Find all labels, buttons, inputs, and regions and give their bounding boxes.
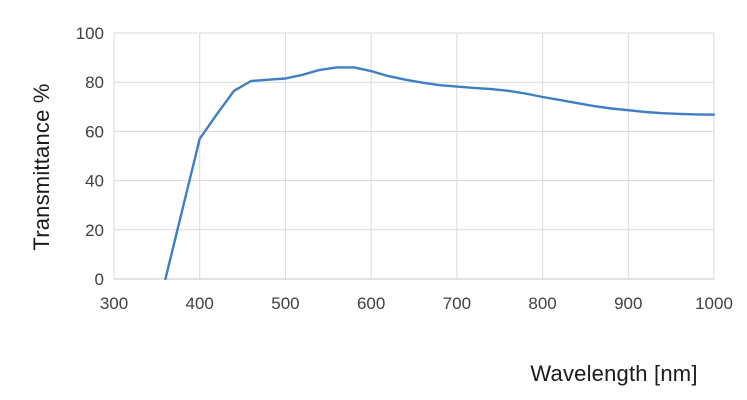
svg-text:700: 700 (443, 294, 471, 313)
svg-text:40: 40 (85, 172, 104, 191)
gridlines (114, 32, 714, 279)
svg-text:1000: 1000 (695, 294, 733, 313)
svg-text:600: 600 (357, 294, 385, 313)
svg-text:100: 100 (76, 24, 104, 43)
transmittance-line (164, 66, 716, 281)
x-axis-title: Wavelength [nm] (530, 361, 698, 386)
svg-text:500: 500 (271, 294, 299, 313)
svg-text:80: 80 (85, 73, 104, 92)
y-axis-tick-labels: 0 20 40 60 80 100 (76, 24, 104, 289)
plot-border (113, 32, 715, 280)
svg-text:800: 800 (528, 294, 556, 313)
svg-text:400: 400 (186, 294, 214, 313)
svg-text:20: 20 (85, 221, 104, 240)
svg-text:0: 0 (95, 270, 104, 289)
y-axis-title: Transmittance % (29, 83, 54, 251)
x-axis-tick-labels: 300 400 500 600 700 800 900 1000 (100, 294, 733, 313)
svg-text:300: 300 (100, 294, 128, 313)
svg-text:900: 900 (614, 294, 642, 313)
svg-text:60: 60 (85, 122, 104, 141)
